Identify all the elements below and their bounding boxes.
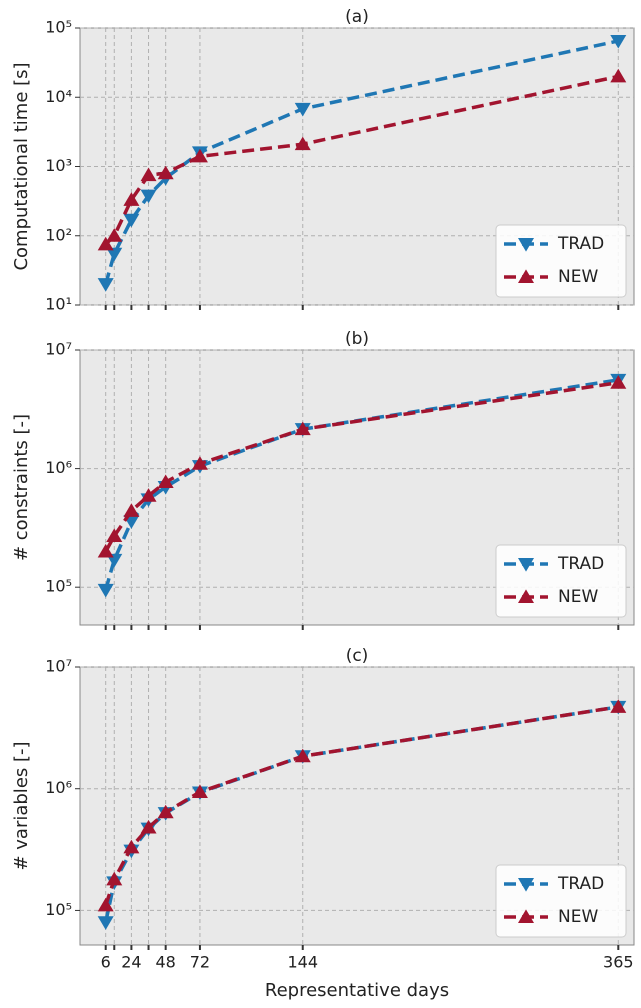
x-tick-label: 72: [190, 953, 210, 972]
marker: [157, 165, 174, 180]
marker: [140, 189, 157, 204]
marker: [294, 421, 311, 436]
legend-label: TRAD: [557, 554, 604, 574]
marker: [157, 474, 174, 489]
y-axis-label: Computational time [s]: [11, 62, 32, 270]
marker: [140, 488, 157, 502]
series-line: [104, 74, 619, 246]
marker: [123, 213, 140, 228]
legend-marker: [518, 558, 534, 572]
marker: [610, 699, 627, 713]
marker: [294, 136, 311, 151]
panel-title: (b): [345, 329, 369, 349]
marker: [123, 839, 140, 854]
marker: [97, 897, 114, 912]
marker: [106, 528, 123, 543]
x-tick-label: 24: [121, 953, 141, 972]
y-axis-label: # variables [-]: [11, 741, 32, 870]
marker: [97, 916, 114, 930]
y-tick-label: 10²: [45, 225, 72, 244]
y-tick-label: 10⁴: [45, 87, 72, 106]
y-tick-label: 10⁶: [45, 458, 72, 477]
marker: [123, 503, 140, 517]
legend-label: NEW: [558, 587, 598, 607]
marker: [97, 543, 114, 558]
x-axis-label: Representative days: [265, 980, 449, 1001]
legend-label: NEW: [558, 267, 598, 287]
marker: [97, 278, 114, 292]
legend-marker: [518, 909, 534, 923]
marker: [97, 236, 114, 251]
legend-label: NEW: [558, 907, 598, 927]
marker: [610, 375, 627, 389]
marker: [106, 247, 123, 262]
legend-label: TRAD: [557, 234, 604, 254]
y-axis-label: # constraints [-]: [11, 414, 32, 561]
x-tick-label: 144: [287, 953, 318, 972]
marker: [106, 228, 123, 242]
marker: [610, 34, 627, 49]
marker: [610, 68, 627, 83]
marker: [123, 192, 140, 206]
marker: [140, 167, 157, 182]
y-tick-label: 10⁷: [45, 657, 72, 676]
x-tick-label: 6: [101, 953, 111, 972]
panel-title: (a): [345, 7, 369, 27]
marker: [97, 583, 114, 598]
legend-label: TRAD: [557, 874, 604, 894]
y-tick-label: 10⁵: [45, 18, 72, 37]
marker: [157, 804, 174, 819]
panel-title: (c): [346, 646, 369, 666]
y-tick-label: 10⁵: [45, 577, 72, 596]
y-tick-label: 10³: [45, 156, 72, 175]
x-tick-label: 48: [155, 953, 175, 972]
marker: [106, 871, 123, 886]
series-line: [104, 380, 619, 553]
y-tick-label: 10⁷: [45, 340, 72, 359]
y-tick-label: 10¹: [45, 295, 72, 314]
legend-marker: [518, 878, 534, 892]
x-tick-label: 365: [603, 953, 634, 972]
marker: [191, 456, 208, 470]
marker: [140, 819, 157, 834]
series-line: [104, 705, 619, 906]
marker: [294, 748, 311, 763]
marker: [294, 102, 311, 117]
legend-marker: [518, 269, 534, 283]
y-tick-label: 10⁶: [45, 778, 72, 797]
legend-marker: [518, 589, 534, 603]
y-tick-label: 10⁵: [45, 900, 72, 919]
marker: [191, 148, 208, 163]
marker: [191, 784, 208, 798]
legend-marker: [518, 238, 534, 252]
